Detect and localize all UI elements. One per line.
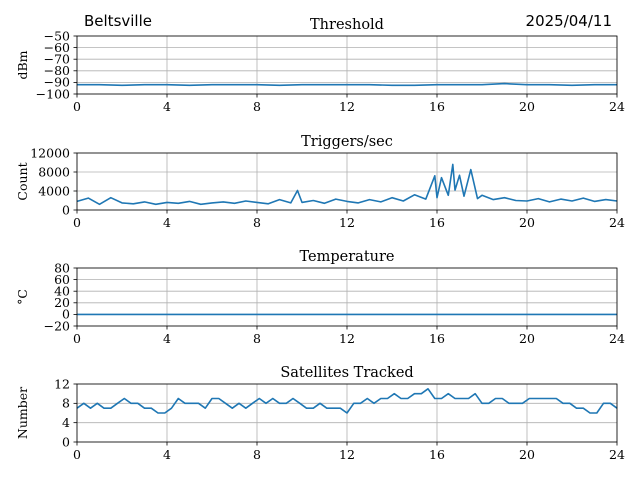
x-tick-label: 4 [163, 215, 171, 230]
x-tick-label: 8 [253, 447, 261, 462]
y-tick-label: 60 [54, 272, 70, 287]
chart-panel-4: 0 4 8 12 16 20 24 0 4 8 12 Satellites Tracked Number [15, 365, 625, 462]
y-tick-label: 20 [54, 295, 70, 310]
x-tick-label: 4 [163, 99, 171, 114]
x-tick-label: 8 [253, 99, 261, 114]
x-tick-label: 4 [163, 331, 171, 346]
x-tick-label: 20 [519, 215, 535, 230]
x-tick-label: 16 [429, 215, 445, 230]
x-tick-label: 24 [609, 331, 625, 346]
y-tick-label: −20 [44, 318, 70, 333]
y-tick-label: 0 [62, 434, 70, 449]
y-axis-label: dBm [15, 50, 30, 79]
y-tick-label: −50 [44, 28, 70, 43]
y-tick-label: −70 [44, 52, 70, 67]
y-tick-label: −80 [44, 63, 70, 78]
x-tick-label: 0 [73, 215, 81, 230]
y-tick-label: 4000 [38, 183, 70, 198]
x-tick-label: 12 [339, 447, 355, 462]
y-axis-label: Count [15, 162, 30, 200]
site-name: Beltsville [84, 12, 152, 30]
y-tick-label: −90 [44, 75, 70, 90]
x-tick-label: 24 [609, 447, 625, 462]
x-tick-label: 4 [163, 447, 171, 462]
x-tick-label: 0 [73, 447, 81, 462]
chart-panel-1: 0 4 8 12 16 20 24 −100−90−80−70−60−50 Threshold d… [15, 17, 625, 114]
chart-title: Temperature [300, 249, 395, 265]
y-tick-label: −60 [44, 40, 70, 55]
x-tick-label: 8 [253, 331, 261, 346]
x-tick-label: 24 [609, 99, 625, 114]
x-tick-label: 12 [339, 331, 355, 346]
x-tick-label: 20 [519, 331, 535, 346]
x-tick-label: 24 [609, 215, 625, 230]
chart-panel-2: 0 4 8 12 16 20 24 0 4000 8000 12000 Triggers/sec Cou… [15, 134, 625, 230]
y-tick-label: 8000 [38, 164, 70, 179]
series-line-1 [77, 82, 617, 87]
y-tick-label: 0 [62, 202, 70, 217]
y-axis-label: Number [15, 387, 30, 439]
x-tick-label: 20 [519, 99, 535, 114]
x-tick-label: 12 [339, 215, 355, 230]
chart-title: Threshold [310, 17, 384, 33]
x-tick-label: 0 [73, 99, 81, 114]
y-axis-label: °C [15, 289, 30, 305]
y-tick-label: 12000 [30, 145, 70, 160]
report-date: 2025/04/11 [525, 12, 612, 30]
x-tick-label: 16 [429, 447, 445, 462]
chart-title: Satellites Tracked [280, 365, 413, 381]
y-tick-label: 8 [62, 396, 70, 411]
y-tick-label: −100 [36, 86, 70, 101]
y-tick-label: 40 [54, 284, 70, 299]
x-tick-label: 20 [519, 447, 535, 462]
y-tick-label: 0 [62, 307, 70, 322]
chart-title: Triggers/sec [301, 134, 393, 150]
x-tick-label: 8 [253, 215, 261, 230]
y-tick-label: 12 [54, 376, 70, 391]
x-tick-label: 16 [429, 331, 445, 346]
y-tick-label: 80 [54, 260, 70, 275]
y-tick-label: 4 [62, 415, 70, 430]
series-line-1 [76, 387, 618, 414]
series-line-1 [76, 163, 618, 206]
x-tick-label: 16 [429, 99, 445, 114]
x-tick-label: 0 [73, 331, 81, 346]
x-tick-label: 12 [339, 99, 355, 114]
